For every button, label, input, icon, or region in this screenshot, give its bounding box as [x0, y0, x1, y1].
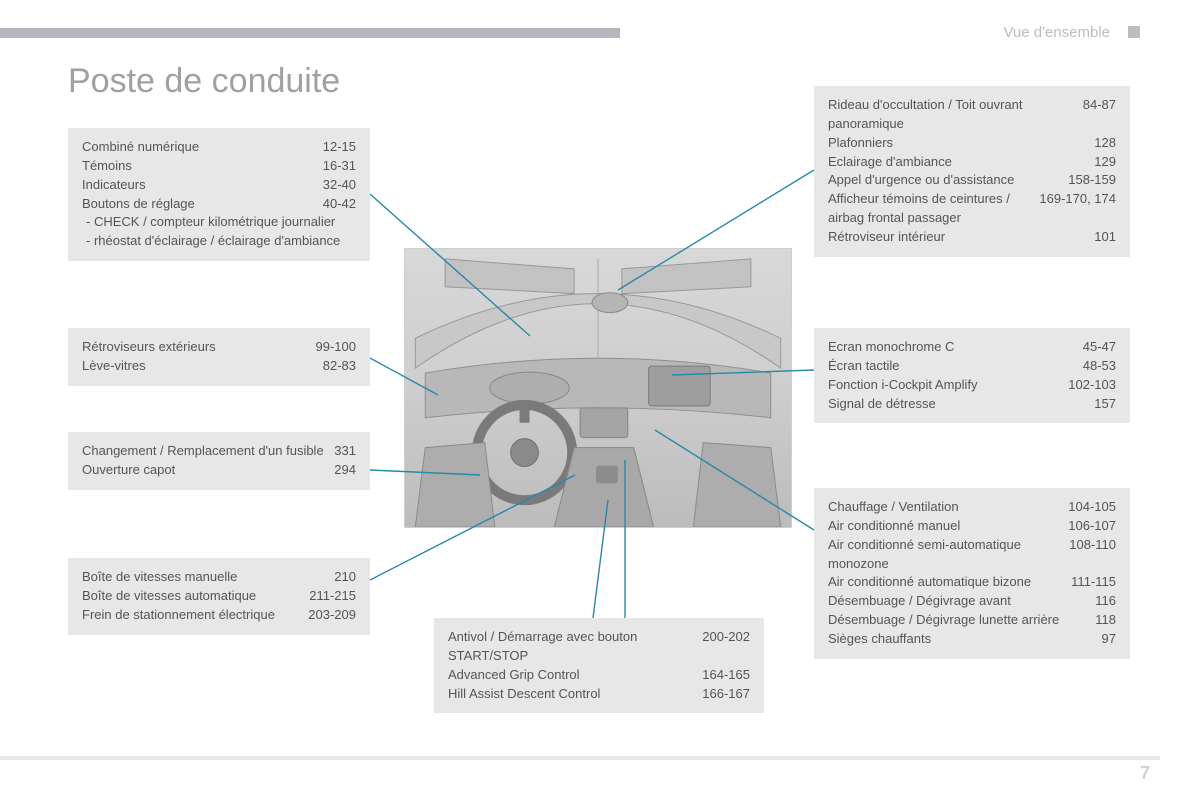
callout-label: Boîte de vitesses manuelle — [82, 568, 324, 587]
callout-gearbox-brake: Boîte de vitesses manuelle 210 Boîte de vi… — [68, 558, 370, 635]
callout-pages: 294 — [334, 461, 356, 480]
callout-pages: 157 — [1094, 395, 1116, 414]
callout-instrument-panel: Combiné numérique 12-15 Témoins 16-31 Indica… — [68, 128, 370, 261]
callout-screens: Ecran monochrome C 45-47 Écran tactile 48-5… — [814, 328, 1130, 423]
callout-label: Eclairage d'ambiance — [828, 153, 1084, 172]
callout-label: Boutons de réglage — [82, 195, 313, 214]
callout-pages: 164-165 — [702, 666, 750, 685]
callout-pages: 108-110 — [1069, 536, 1116, 574]
callout-label: Hill Assist Descent Control — [448, 685, 692, 704]
callout-pages: 82-83 — [323, 357, 356, 376]
callout-pages: 129 — [1094, 153, 1116, 172]
callout-pages: 166-167 — [702, 685, 750, 704]
callout-pages: 45-47 — [1083, 338, 1116, 357]
callout-pages: 111-115 — [1071, 573, 1116, 592]
footer-divider — [0, 756, 1160, 760]
callout-pages: 48-53 — [1083, 357, 1116, 376]
page-title: Poste de conduite — [68, 62, 340, 101]
callout-roof-lighting: Rideau d'occultation / Toit ouvrant pano… — [814, 86, 1130, 257]
callout-label: Lève-vitres — [82, 357, 313, 376]
callout-pages: 210 — [334, 568, 356, 587]
callout-pages: 99-100 — [316, 338, 356, 357]
callout-pages: 97 — [1102, 630, 1116, 649]
callout-pages: 16-31 — [323, 157, 356, 176]
callout-pages: 102-103 — [1068, 376, 1116, 395]
callout-pages: 32-40 — [323, 176, 356, 195]
callout-label: Signal de détresse — [828, 395, 1084, 414]
callout-pages: 106-107 — [1068, 517, 1116, 536]
callout-label: Rideau d'occultation / Toit ouvrant pano… — [828, 96, 1073, 134]
callout-label: Plafonniers — [828, 134, 1084, 153]
callout-label: Indicateurs — [82, 176, 313, 195]
callout-pages: 118 — [1095, 611, 1116, 630]
callout-label: Air conditionné manuel — [828, 517, 1058, 536]
callout-label: Air conditionné semi-automatique monozon… — [828, 536, 1059, 574]
callout-pages: 200-202 — [702, 628, 750, 666]
callout-pages: 101 — [1094, 228, 1116, 247]
callout-start-grip-hill: Antivol / Démarrage avec bouton START/ST… — [434, 618, 764, 713]
callout-pages: 331 — [334, 442, 356, 461]
section-label: Vue d'ensemble — [1003, 24, 1110, 41]
callout-pages: 12-15 — [323, 138, 356, 157]
callout-label: Rétroviseur intérieur — [828, 228, 1084, 247]
callout-bullet: rhéostat d'éclairage / éclairage d'ambia… — [86, 232, 356, 251]
section-marker — [1128, 26, 1140, 38]
callout-pages: 169-170, 174 — [1039, 190, 1116, 228]
callout-label: Désembuage / Dégivrage avant — [828, 592, 1085, 611]
callout-label: Combiné numérique — [82, 138, 313, 157]
callout-pages: 158-159 — [1068, 171, 1116, 190]
callout-bullet: CHECK / compteur kilométrique journalier — [86, 213, 356, 232]
callout-label: Ecran monochrome C — [828, 338, 1073, 357]
callout-pages: 116 — [1095, 592, 1116, 611]
callout-label: Antivol / Démarrage avec bouton START/ST… — [448, 628, 692, 666]
page-number: 7 — [1140, 763, 1150, 784]
callout-label: Changement / Remplacement d'un fusible — [82, 442, 324, 461]
callout-label: Afficheur témoins de ceintures / airbag … — [828, 190, 1029, 228]
callout-pages: 128 — [1094, 134, 1116, 153]
callout-pages: 104-105 — [1068, 498, 1116, 517]
dashboard-illustration — [404, 248, 792, 528]
callout-pages: 203-209 — [308, 606, 356, 625]
callout-label: Rétroviseurs extérieurs — [82, 338, 306, 357]
callout-label: Écran tactile — [828, 357, 1073, 376]
callout-mirrors-windows: Rétroviseurs extérieurs 99-100Lève-vitres… — [68, 328, 370, 386]
callout-label: Boîte de vitesses automatique — [82, 587, 299, 606]
callout-label: Fonction i-Cockpit Amplify — [828, 376, 1058, 395]
callout-label: Air conditionné automatique bizone — [828, 573, 1061, 592]
callout-fuse-bonnet: Changement / Remplacement d'un fusible 33… — [68, 432, 370, 490]
callout-label: Frein de stationnement électrique — [82, 606, 298, 625]
callout-label: Sièges chauffants — [828, 630, 1092, 649]
callout-label: Appel d'urgence ou d'assistance — [828, 171, 1058, 190]
callout-label: Désembuage / Dégivrage lunette arrière — [828, 611, 1085, 630]
callout-climate: Chauffage / Ventilation 104-105 Air condit… — [814, 488, 1130, 659]
header-bar — [0, 28, 620, 38]
callout-label: Advanced Grip Control — [448, 666, 692, 685]
callout-label: Témoins — [82, 157, 313, 176]
callout-pages: 211-215 — [309, 587, 356, 606]
callout-pages: 84-87 — [1083, 96, 1116, 134]
callout-label: Ouverture capot — [82, 461, 324, 480]
callout-pages: 40-42 — [323, 195, 356, 214]
callout-label: Chauffage / Ventilation — [828, 498, 1058, 517]
